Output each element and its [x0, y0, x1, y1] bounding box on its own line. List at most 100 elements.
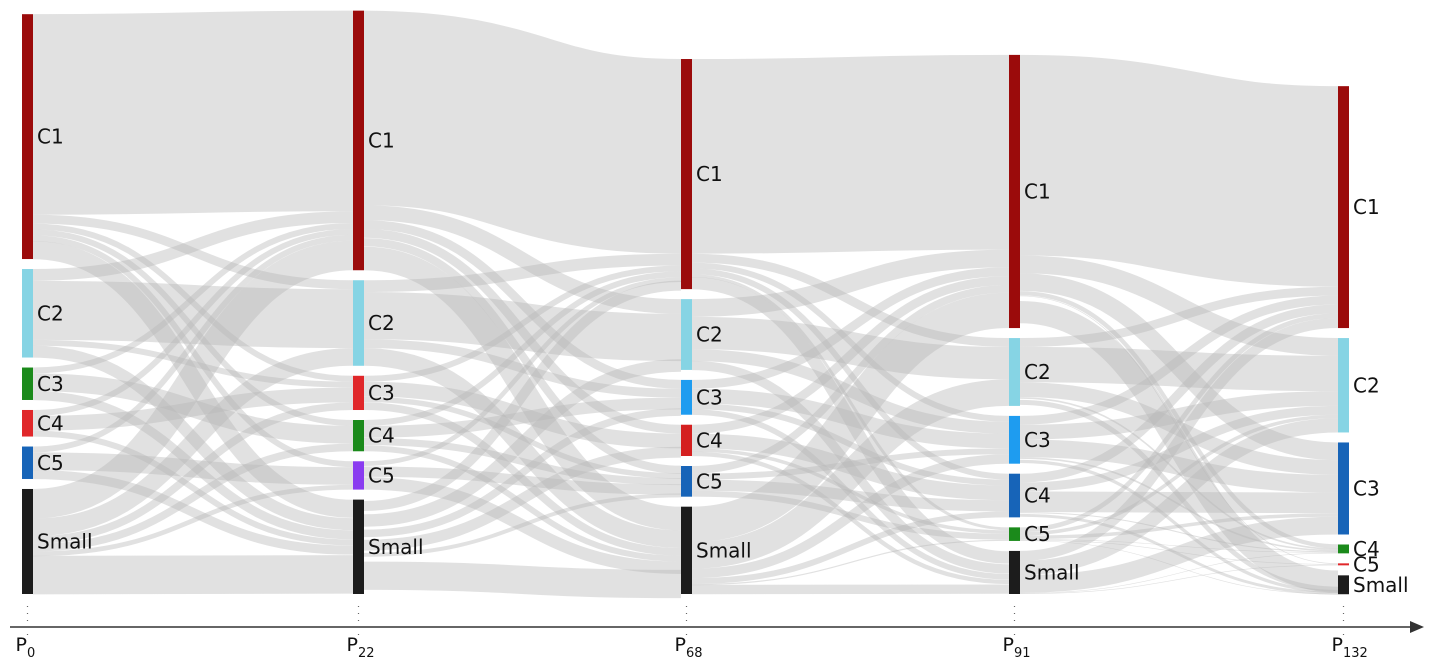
flow-P68-C1-to-P91-C1 — [691, 54, 1010, 254]
flow-P22-C3-to-P68-C4 — [363, 381, 682, 449]
axis-label-sub-3: 91 — [1014, 646, 1031, 661]
flow-P0-C1-to-P22-C1 — [32, 10, 354, 215]
flow-P91-C1-to-P132-C1 — [1019, 54, 1339, 287]
flow-P0-Small-to-P22-Small — [32, 555, 354, 595]
node-label-P91-small: Small — [1024, 560, 1080, 584]
flow-P91-Small-to-P132-C3 — [1019, 516, 1339, 593]
node-P68-small — [681, 506, 692, 594]
flow-P0-C4-to-P22-Small — [32, 430, 354, 546]
node-label-P0-c5: C5 — [37, 451, 64, 475]
flow-P68-C5-to-P91-C3 — [691, 448, 1010, 480]
flow-P22-C1-to-P68-C1 — [362, 10, 683, 254]
flow-P22-C2-to-P68-Small — [363, 348, 682, 548]
flow-P0-C3-to-P22-Small — [32, 391, 354, 540]
node-P0-c4 — [22, 409, 33, 437]
node-P91-c1 — [1009, 54, 1020, 329]
flow-P68-C3-to-P91-C1 — [691, 267, 1010, 389]
flow-P22-C2-to-P68-C1 — [363, 253, 682, 293]
node-P91-c3 — [1009, 415, 1020, 464]
flow-P91-C2-to-P132-C2 — [1019, 346, 1339, 392]
node-label-P22-small: Small — [368, 535, 424, 559]
flow-P91-C5-to-P132-C4 — [1019, 539, 1339, 553]
flow-P22-Small-to-P68-Small — [363, 561, 682, 599]
flow-P22-C5-to-P68-C5 — [363, 466, 682, 495]
flow-P91-C3-to-P132-C4 — [1019, 457, 1339, 552]
flow-P68-C5-to-P91-C1 — [691, 284, 1010, 474]
flow-P0-C3-to-P22-C4 — [32, 373, 354, 444]
node-P132-c3 — [1338, 442, 1349, 535]
node-label-P132-c5: C5 — [1353, 552, 1380, 576]
flow-P22-C3-to-P68-Small — [363, 402, 682, 556]
flow-P22-C2-to-P68-C2 — [363, 292, 682, 362]
flow-P91-C4-to-P132-C3 — [1019, 491, 1339, 514]
node-label-P91-c3: C3 — [1024, 428, 1051, 452]
flow-P68-C4-to-P91-C1 — [691, 276, 1010, 434]
node-label-P91-c5: C5 — [1024, 522, 1051, 546]
node-label-P132-small: Small — [1353, 573, 1409, 597]
flow-P0-C5-to-P22-C5 — [32, 452, 354, 485]
flow-P91-C4-to-P132-C2 — [1019, 405, 1339, 492]
flow-P91-C1-to-P132-C2 — [1019, 255, 1339, 356]
flow-P91-C2-to-P132-Small — [1019, 399, 1339, 592]
flow-P0-C4-to-P22-C3 — [32, 387, 354, 431]
node-P22-c3 — [353, 375, 364, 411]
flow-P68-C1-to-P91-C5 — [691, 274, 1010, 531]
node-P22-c5 — [353, 461, 364, 490]
label-layer: C1C2C3C4C5SmallC1C2C3C4C5SmallC1C2C3C4C5… — [37, 125, 1409, 597]
flow-P68-C4-to-P91-C5 — [691, 448, 1010, 534]
flow-P0-Small-to-P22-C5 — [32, 484, 354, 557]
flow-P22-C1-to-P68-C4 — [363, 228, 682, 434]
flow-P91-Small-to-P132-C2 — [1019, 418, 1339, 576]
flow-P68-C3-to-P91-C4 — [691, 403, 1010, 486]
flow-P22-Small-to-P68-C5 — [363, 493, 682, 557]
node-P132-c2 — [1338, 338, 1349, 433]
flow-P0-C5-to-P22-C1 — [32, 234, 354, 453]
node-P91-c4 — [1009, 473, 1020, 518]
node-label-P22-c4: C4 — [368, 424, 395, 448]
flow-P91-C3-to-P132-C3 — [1019, 439, 1339, 493]
flow-P22-C3-to-P68-C5 — [363, 396, 682, 479]
flow-P91-C1-to-P132-C3 — [1019, 273, 1339, 461]
node-label-P68-c3: C3 — [696, 385, 723, 409]
flow-P68-C1-to-P91-Small — [691, 277, 1010, 564]
flow-P22-C5-to-P68-C1 — [363, 277, 682, 466]
flow-P68-C4-to-P91-C4 — [691, 433, 1010, 501]
node-label-P91-c1: C1 — [1024, 179, 1051, 203]
flow-P22-C1-to-P68-C3 — [363, 220, 682, 389]
flow-P91-Small-to-P132-C4 — [1019, 552, 1339, 594]
node-label-P132-c4: C4 — [1353, 537, 1380, 561]
flow-P22-C4-to-P68-Small — [363, 445, 682, 562]
flow-P0-Small-to-P22-C3 — [32, 402, 354, 544]
flow-P22-C4-to-P68-C5 — [363, 438, 682, 486]
flow-P68-Small-to-P91-C4 — [691, 511, 1010, 584]
flow-P68-C1-to-P91-C3 — [691, 262, 1010, 422]
node-P0-c2 — [22, 269, 33, 358]
flow-P91-C2-to-P132-C1 — [1019, 286, 1339, 347]
node-label-P91-c2: C2 — [1024, 360, 1051, 384]
flow-P68-C2-to-P91-Small — [691, 360, 1010, 574]
flow-P0-C2-to-P22-C1 — [32, 211, 354, 281]
flow-P22-C5-to-P68-Small — [363, 477, 682, 574]
flow-P68-Small-to-P91-C1 — [691, 292, 1010, 543]
flow-P68-C4-to-P91-Small — [691, 451, 1010, 585]
flow-P91-Small-to-P132-C1 — [1019, 318, 1339, 561]
node-label-P68-c5: C5 — [696, 469, 723, 493]
flow-P22-Small-to-P68-C3 — [363, 408, 682, 538]
flow-P0-C1-to-P22-C5 — [32, 235, 354, 468]
flow-P22-Small-to-P68-C4 — [363, 446, 682, 551]
flow-P91-C5-to-P132-C2 — [1019, 414, 1339, 536]
flow-P91-C3-to-P132-Small — [1019, 459, 1339, 594]
node-label-P91-c4: C4 — [1024, 484, 1051, 508]
node-P22-c1 — [353, 10, 364, 271]
flow-P22-C4-to-P68-C3 — [363, 397, 682, 438]
flow-layer — [32, 10, 1339, 599]
flow-P0-Small-to-P22-C4 — [32, 443, 354, 552]
flow-P91-C4-to-P132-Small — [1019, 513, 1339, 595]
flow-P91-C5-to-P132-C5 — [1019, 539, 1339, 565]
flow-P91-C4-to-P132-C1 — [1019, 304, 1339, 483]
flow-P68-C1-to-P91-C4 — [691, 268, 1010, 480]
axis-label-2: P68 — [675, 634, 703, 661]
node-label-P22-c5: C5 — [368, 463, 395, 487]
flow-P0-C4-to-P22-C1 — [32, 228, 354, 416]
node-label-P0-c4: C4 — [37, 411, 64, 435]
